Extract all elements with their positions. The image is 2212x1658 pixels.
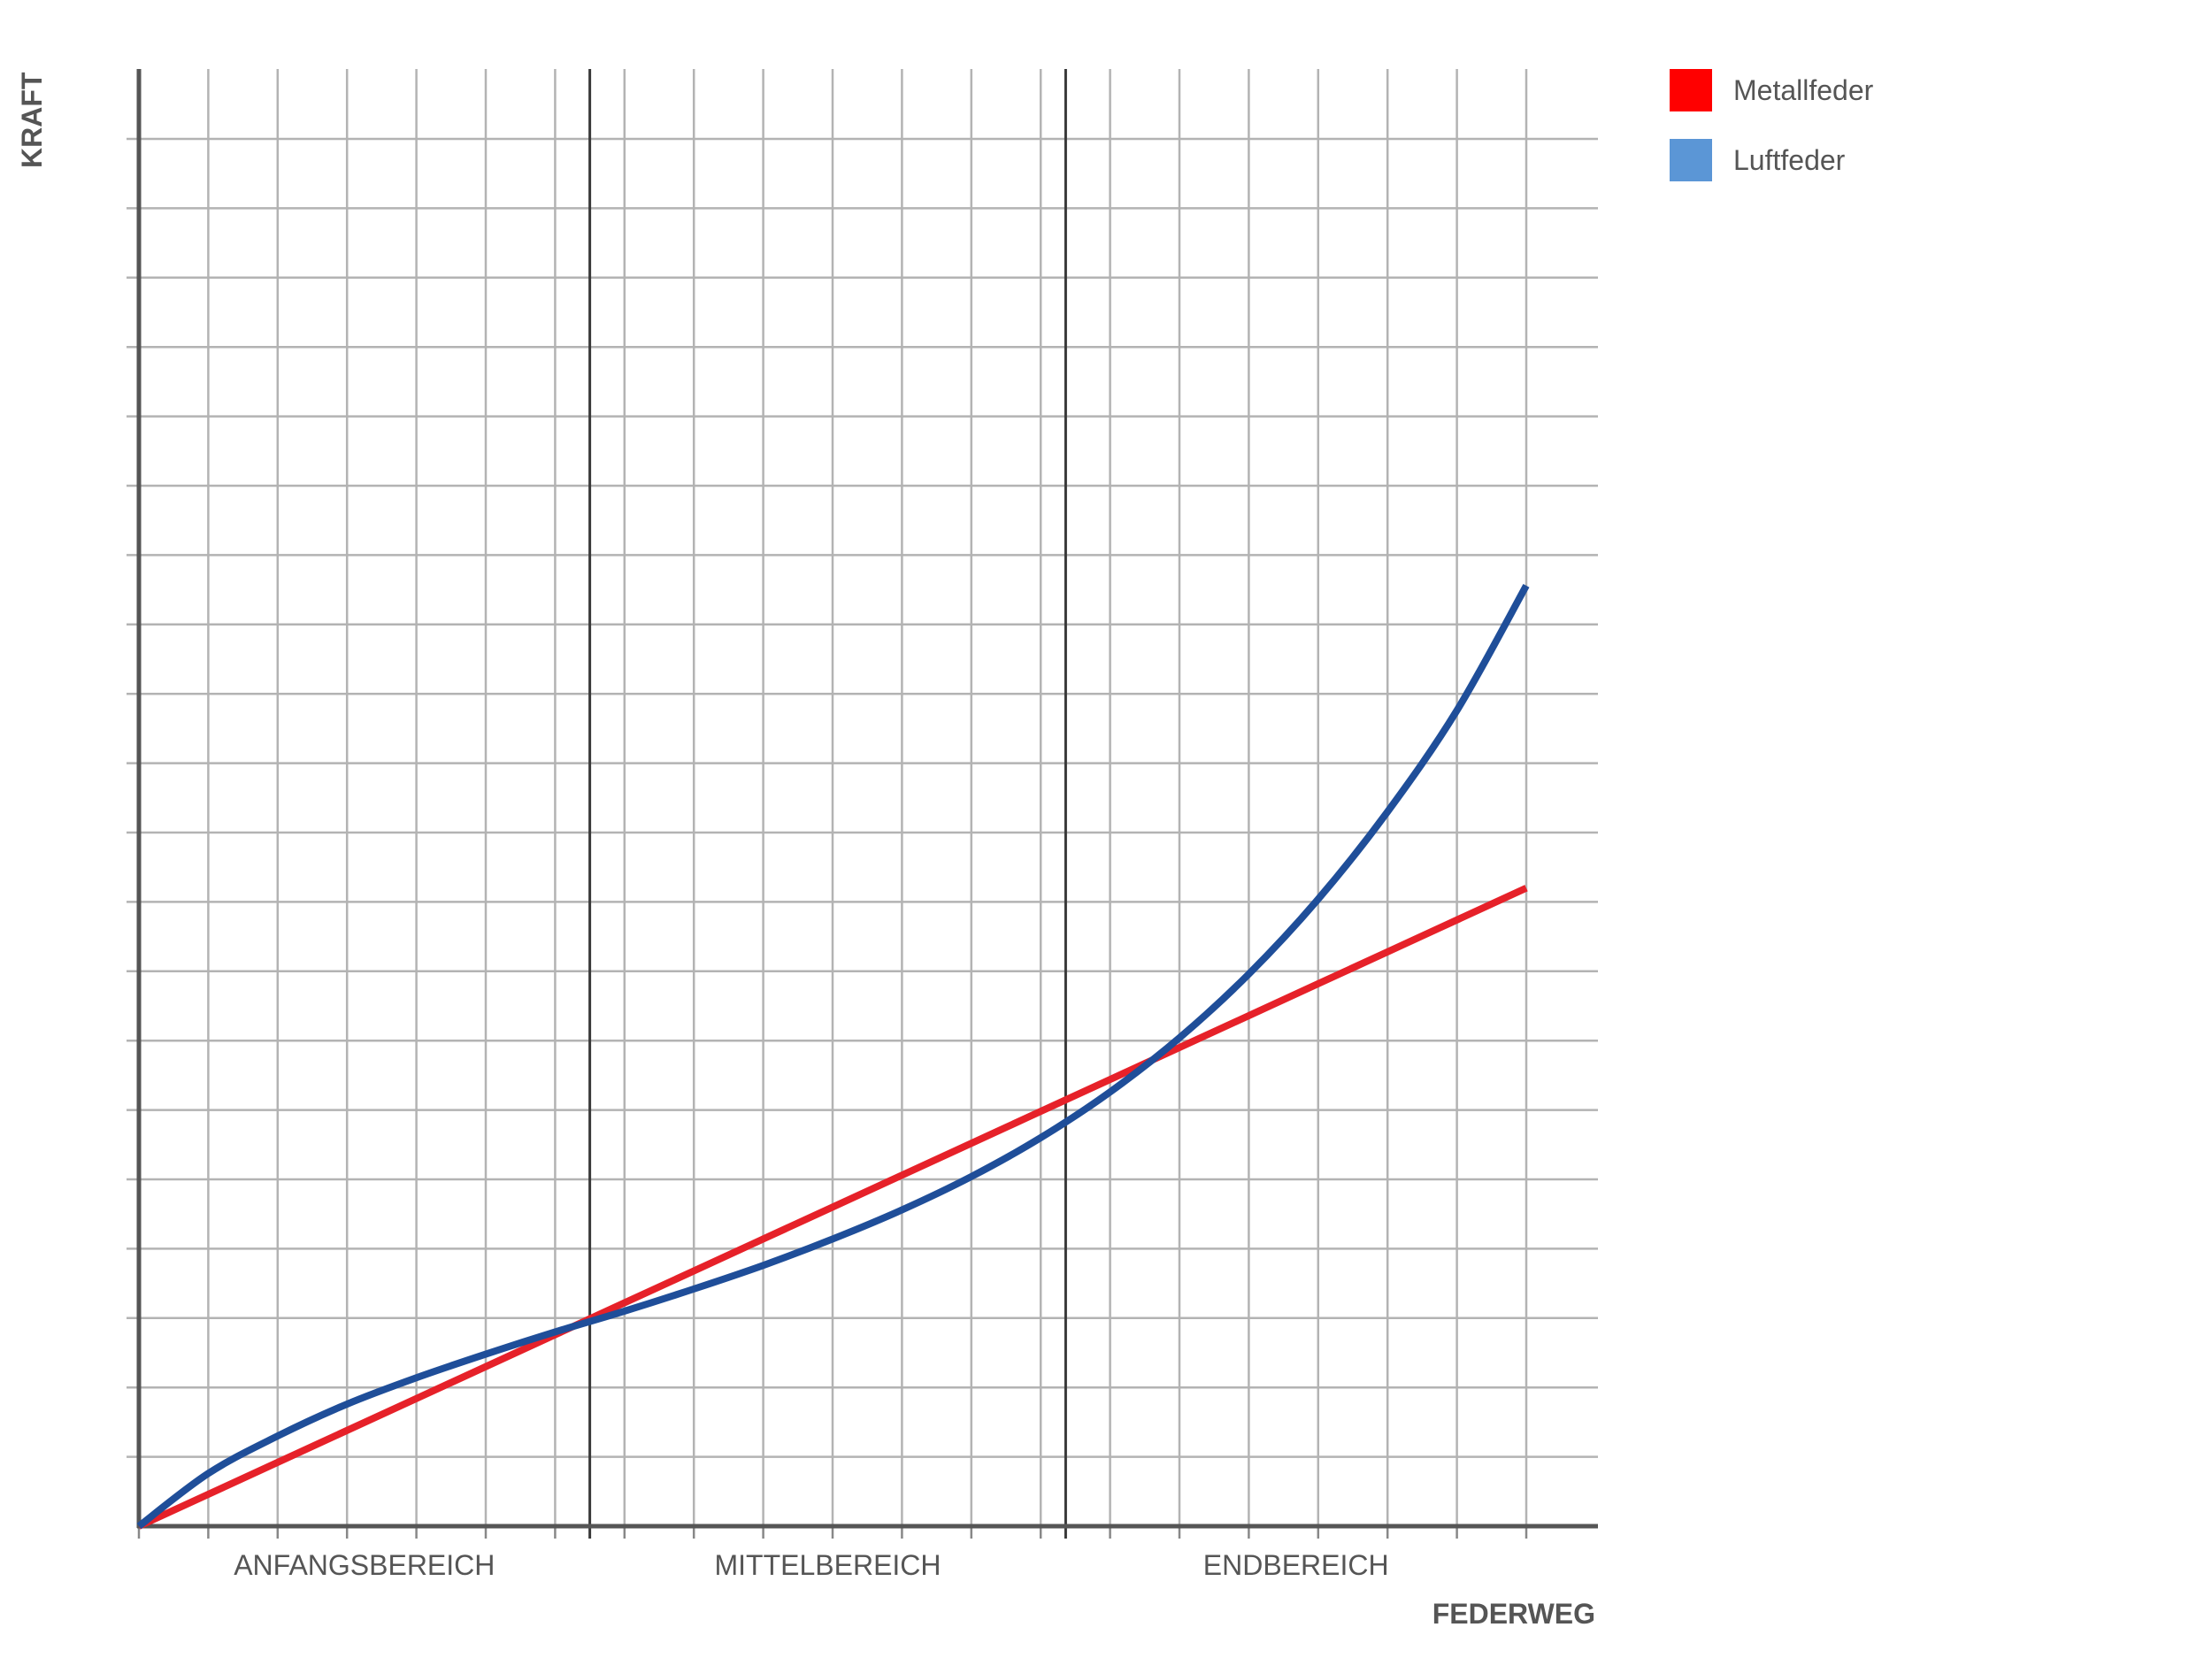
legend-label-luftfeder: Luftfeder: [1733, 143, 1846, 176]
grid: [127, 69, 1598, 1539]
legend-item-luftfeder: Luftfeder: [1670, 139, 1873, 181]
series-line-luftfeder: [136, 583, 1530, 1530]
y-axis-title: KRAFT: [16, 72, 48, 168]
region-labels: ANFANGSBEREICH MITTELBEREICH ENDBEREICH: [234, 1549, 1388, 1581]
legend-item-metallfeder: Metallfeder: [1670, 69, 1873, 111]
region-label: ANFANGSBEREICH: [234, 1549, 495, 1581]
legend-swatch-luftfeder: [1670, 139, 1712, 181]
legend-label-metallfeder: Metallfeder: [1733, 73, 1874, 106]
axes: [136, 69, 1598, 1529]
region-label: MITTELBEREICH: [714, 1549, 941, 1581]
region-dividers: [588, 69, 1067, 1539]
x-axis-title: FEDERWEG: [1432, 1598, 1595, 1630]
legend-swatch-metallfeder: [1670, 69, 1712, 111]
series-lines: [136, 583, 1530, 1530]
legend: Metallfeder Luftfeder: [1670, 69, 1873, 209]
series-line-metallfeder: [137, 885, 1528, 1530]
region-label: ENDBEREICH: [1203, 1549, 1389, 1581]
